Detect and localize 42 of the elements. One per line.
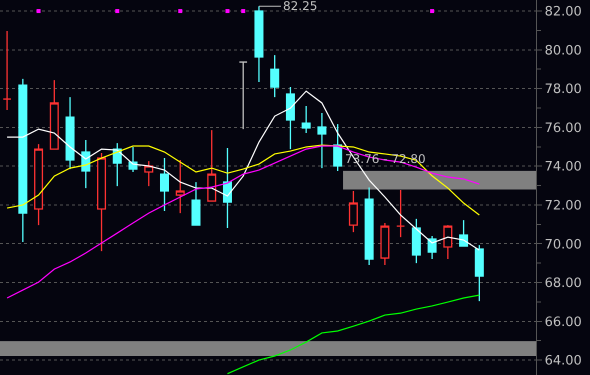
- candlestick: [18, 78, 28, 243]
- y-tick-label: 80.00: [544, 43, 582, 58]
- line-series: [6, 145, 480, 299]
- candlestick: [191, 181, 200, 226]
- y-tick-label: 74.00: [544, 160, 582, 175]
- annotation: 82.25: [283, 0, 318, 13]
- y-tick-label: 78.00: [544, 82, 582, 98]
- candlestick: [144, 160, 154, 187]
- candlestick: [34, 143, 44, 226]
- candlestick: [364, 186, 374, 266]
- line-series: [6, 144, 480, 216]
- candlestick: [348, 190, 358, 233]
- candlestick: [396, 189, 406, 238]
- line-series: [226, 294, 480, 374]
- candlestick: [428, 235, 437, 260]
- y-tick-label: 64.00: [544, 354, 582, 369]
- candlestick: [238, 61, 248, 130]
- y-tick-label: 66.00: [544, 314, 582, 330]
- candlestick: [97, 152, 106, 252]
- line-series: [6, 90, 480, 251]
- candlestick: [286, 86, 295, 150]
- candlestick: [317, 112, 326, 169]
- candlestick: [270, 54, 280, 98]
- y-tick-label: 82.00: [544, 4, 582, 20]
- candlestick: [333, 123, 342, 172]
- candlestick: [2, 30, 12, 111]
- candlestick: [474, 244, 484, 302]
- candlestick: [176, 159, 185, 214]
- candlestick: [160, 157, 170, 212]
- candlestick: [66, 96, 75, 170]
- y-tick-label: 70.00: [544, 237, 582, 252]
- y-tick-label: 68.00: [544, 276, 582, 292]
- candlestick: [222, 147, 232, 229]
- y-tick-label: 76.00: [544, 120, 582, 136]
- y-tick-label: 72.00: [544, 198, 582, 214]
- candlestick: [254, 6, 264, 83]
- candlestick: [412, 218, 421, 264]
- candlestick: [50, 79, 59, 150]
- candlestick: [302, 105, 311, 134]
- candlestick: [443, 224, 452, 260]
- candlestick: [380, 222, 390, 266]
- candlestick: [207, 129, 216, 202]
